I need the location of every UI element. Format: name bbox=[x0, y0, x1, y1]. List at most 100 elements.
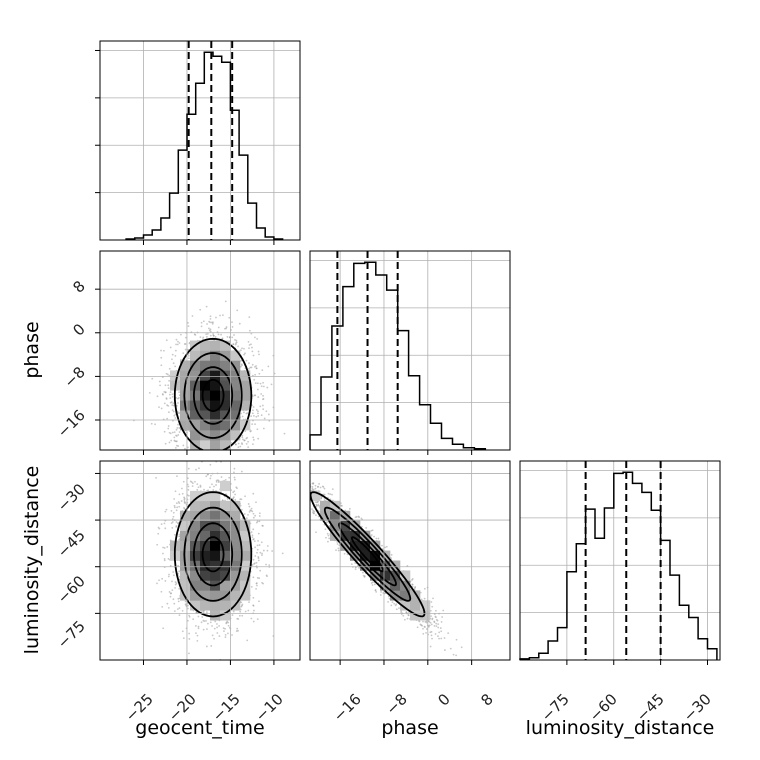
scatter-point bbox=[441, 621, 443, 623]
scatter-point bbox=[252, 493, 254, 495]
scatter-point bbox=[218, 480, 220, 482]
scatter-point bbox=[271, 383, 273, 385]
scatter-point bbox=[209, 486, 211, 488]
scatter-point bbox=[232, 343, 234, 345]
density-cell bbox=[200, 551, 210, 561]
scatter-point bbox=[214, 450, 216, 452]
scatter-point bbox=[308, 480, 310, 482]
scatter-point bbox=[356, 516, 358, 518]
scatter-point bbox=[257, 545, 259, 547]
scatter-point bbox=[175, 581, 177, 583]
scatter-point bbox=[378, 538, 380, 540]
scatter-point bbox=[192, 485, 194, 487]
scatter-point bbox=[305, 490, 307, 492]
scatter-point bbox=[149, 392, 151, 394]
scatter-point bbox=[196, 640, 198, 642]
scatter-point bbox=[430, 622, 432, 624]
scatter-point bbox=[177, 451, 179, 453]
scatter-point bbox=[206, 611, 208, 613]
scatter-point bbox=[267, 366, 269, 368]
scatter-point bbox=[192, 618, 194, 620]
scatter-point bbox=[407, 618, 409, 620]
scatter-point bbox=[256, 582, 258, 584]
scatter-point bbox=[177, 434, 179, 436]
scatter-point bbox=[213, 486, 215, 488]
scatter-point bbox=[325, 528, 327, 530]
scatter-point bbox=[251, 350, 253, 352]
scatter-point bbox=[285, 463, 287, 465]
scatter-point bbox=[243, 411, 245, 413]
scatter-point bbox=[257, 415, 259, 417]
scatter-point bbox=[202, 620, 204, 622]
scatter-point bbox=[198, 486, 200, 488]
scatter-point bbox=[233, 490, 235, 492]
scatter-point bbox=[210, 315, 212, 317]
scatter-point bbox=[198, 627, 200, 629]
scatter-point bbox=[159, 381, 161, 383]
scatter-point bbox=[257, 396, 259, 398]
scatter-point bbox=[211, 322, 213, 324]
scatter-point bbox=[164, 511, 166, 513]
scatter-point bbox=[398, 607, 400, 609]
scatter-point bbox=[267, 453, 269, 455]
scatter-point bbox=[253, 621, 255, 623]
scatter-point bbox=[295, 477, 297, 479]
scatter-point bbox=[251, 536, 253, 538]
scatter-point bbox=[248, 368, 250, 370]
scatter-point bbox=[227, 468, 229, 470]
scatter-point bbox=[297, 480, 299, 482]
scatter-point bbox=[244, 495, 246, 497]
scatter-point bbox=[440, 630, 442, 632]
scatter-point bbox=[177, 424, 179, 426]
x-axis-label-luminosity_distance: luminosity_distance bbox=[526, 717, 715, 739]
scatter-point bbox=[252, 597, 254, 599]
scatter-point bbox=[256, 562, 258, 564]
scatter-point bbox=[301, 489, 303, 491]
scatter-point bbox=[178, 413, 180, 415]
scatter-point bbox=[437, 635, 439, 637]
scatter-point bbox=[169, 432, 171, 434]
scatter-point bbox=[257, 438, 259, 440]
scatter-point bbox=[176, 427, 178, 429]
scatter-point bbox=[197, 635, 199, 637]
tick-label-y-phase: 0 bbox=[69, 320, 88, 339]
scatter-point bbox=[188, 486, 190, 488]
scatter-point bbox=[232, 614, 234, 616]
scatter-point bbox=[301, 478, 303, 480]
scatter-point bbox=[184, 448, 186, 450]
scatter-point bbox=[268, 414, 270, 416]
scatter-point bbox=[158, 579, 160, 581]
scatter-point bbox=[435, 633, 437, 635]
scatter-point bbox=[256, 338, 258, 340]
scatter-point bbox=[174, 505, 176, 507]
scatter-point bbox=[178, 397, 180, 399]
scatter-point bbox=[244, 352, 246, 354]
scatter-point bbox=[185, 603, 187, 605]
density-cell bbox=[210, 521, 220, 531]
scatter-point bbox=[262, 382, 264, 384]
scatter-point bbox=[373, 536, 375, 538]
scatter-point bbox=[262, 583, 264, 585]
scatter-point bbox=[254, 540, 256, 542]
scatter-point bbox=[282, 457, 284, 459]
scatter-point bbox=[253, 559, 255, 561]
scatter-point bbox=[194, 334, 196, 336]
scatter-point bbox=[411, 583, 413, 585]
scatter-point bbox=[225, 300, 227, 302]
scatter-point bbox=[258, 351, 260, 353]
scatter-point bbox=[218, 625, 220, 627]
scatter-point bbox=[307, 483, 309, 485]
scatter-point bbox=[178, 502, 180, 504]
scatter-point bbox=[212, 489, 214, 491]
scatter-point bbox=[232, 326, 234, 328]
scatter-point bbox=[166, 418, 168, 420]
scatter-point bbox=[177, 608, 179, 610]
scatter-point bbox=[248, 601, 250, 603]
scatter-point bbox=[200, 454, 202, 456]
scatter-point bbox=[257, 549, 259, 551]
scatter-point bbox=[251, 508, 253, 510]
scatter-point bbox=[201, 621, 203, 623]
scatter-point bbox=[222, 314, 224, 316]
scatter-point bbox=[174, 431, 176, 433]
scatter-point bbox=[165, 397, 167, 399]
